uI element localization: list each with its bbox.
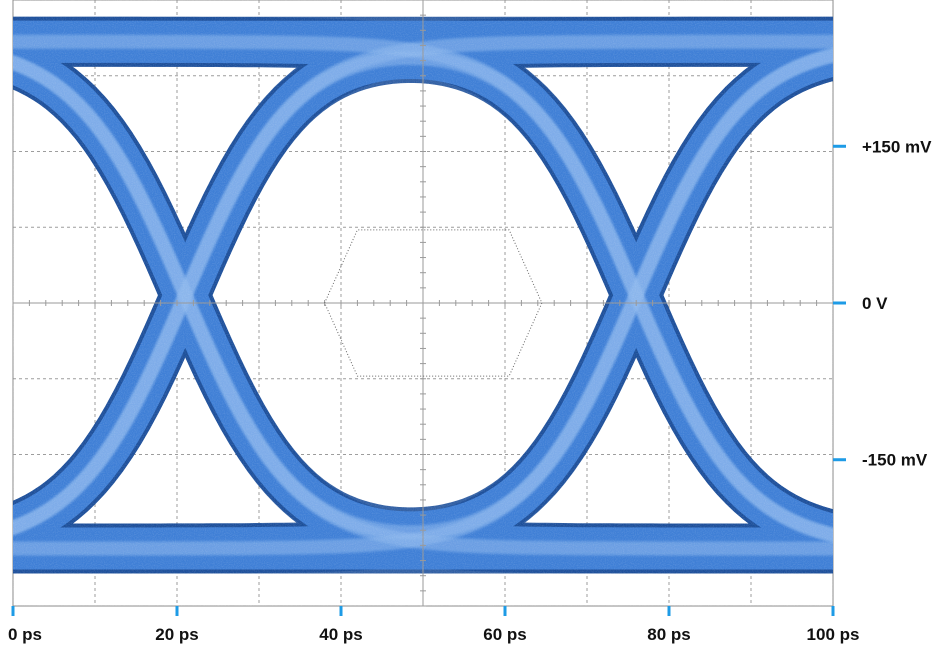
y-tick-label: 0 V bbox=[862, 294, 888, 313]
x-tick-label: 20 ps bbox=[155, 625, 198, 644]
x-tick-label: 100 ps bbox=[807, 625, 860, 644]
mask-hexagon bbox=[324, 229, 543, 377]
x-tick-label: 80 ps bbox=[647, 625, 690, 644]
mask-polygon bbox=[324, 229, 543, 377]
x-tick-label: 40 ps bbox=[319, 625, 362, 644]
center-axes bbox=[12, 0, 834, 607]
y-tick-label: -150 mV bbox=[862, 451, 928, 470]
x-tick-label: 60 ps bbox=[483, 625, 526, 644]
y-tick-label: +150 mV bbox=[862, 137, 932, 156]
x-axis: 0 ps 20 ps 40 ps 60 ps 80 ps 100 ps bbox=[8, 606, 859, 644]
y-axis: +150 mV 0 V -150 mV bbox=[833, 137, 932, 470]
x-tick-label: 0 ps bbox=[8, 625, 42, 644]
